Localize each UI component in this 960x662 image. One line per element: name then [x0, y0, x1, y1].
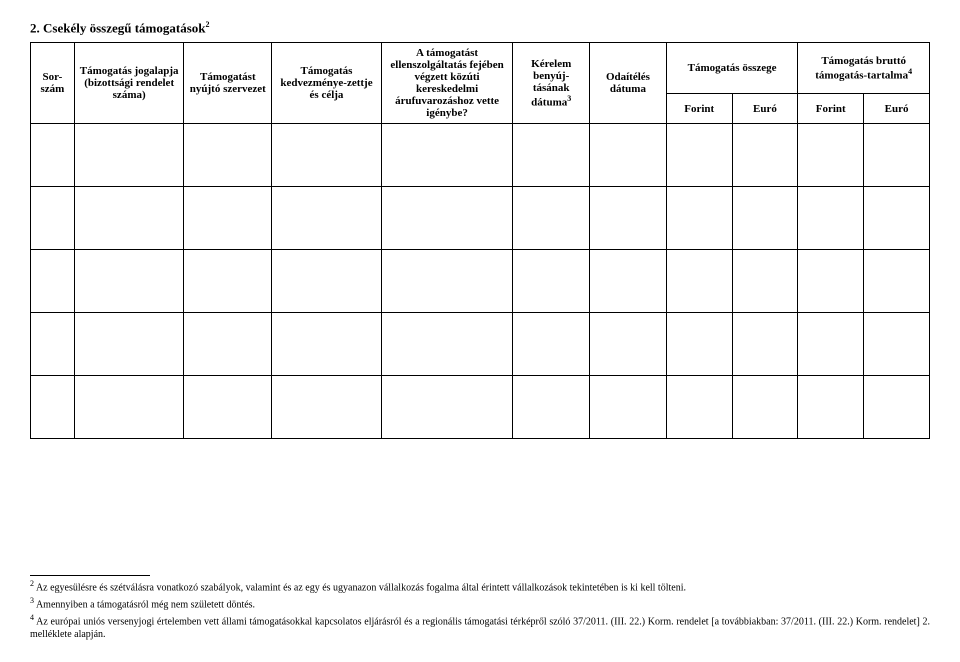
table-cell	[74, 187, 184, 250]
col-tamogatas-osszege: Támogatás összege	[666, 43, 798, 94]
table-cell	[732, 313, 798, 376]
table-cell	[513, 376, 590, 439]
table-cell	[590, 376, 667, 439]
col-kedvezmenyezett: Támogatás kedvezménye-zettje és célja	[272, 43, 382, 124]
table-cell	[272, 250, 382, 313]
table-cell	[381, 187, 513, 250]
table-cell	[732, 124, 798, 187]
table-cell	[513, 313, 590, 376]
col-sorszam: Sor-szám	[31, 43, 75, 124]
table-cell	[798, 124, 864, 187]
table-cell	[864, 250, 930, 313]
page: 2. Csekély összegű támogatások2 Sor-szám…	[0, 0, 960, 662]
table-cell	[864, 187, 930, 250]
table-cell	[732, 376, 798, 439]
footnote-2: 2 Az egyesülésre és szétválásra vonatkoz…	[30, 579, 930, 595]
table-cell	[184, 124, 272, 187]
table-cell	[798, 187, 864, 250]
table-cell	[513, 187, 590, 250]
table-cell	[31, 313, 75, 376]
sub-forint-1: Forint	[666, 94, 732, 124]
table-cell	[666, 250, 732, 313]
col-odaiteles: Odaítélés dátuma	[590, 43, 667, 124]
col-szervezet: Támogatást nyújtó szervezet	[184, 43, 272, 124]
table-row	[31, 313, 930, 376]
table-cell	[31, 187, 75, 250]
title-sup: 2	[206, 20, 210, 29]
table-header: Sor-szám Támogatás jogalapja (bizottsági…	[31, 43, 930, 124]
col-brutto-sup: 4	[908, 67, 912, 76]
table-cell	[590, 313, 667, 376]
footnote-3-text: Amennyiben a támogatásról még nem szület…	[34, 599, 255, 610]
table-cell	[272, 376, 382, 439]
table-cell	[590, 250, 667, 313]
table-cell	[31, 124, 75, 187]
table-cell	[798, 313, 864, 376]
table-cell	[513, 250, 590, 313]
footnote-rule	[30, 575, 150, 576]
section-title: 2. Csekély összegű támogatások2	[30, 20, 930, 36]
col-kerelem-text: Kérelem benyúj-tásának dátuma	[531, 58, 571, 109]
table-row	[31, 124, 930, 187]
table-cell	[732, 187, 798, 250]
table-cell	[864, 313, 930, 376]
title-text: 2. Csekély összegű támogatások	[30, 20, 206, 35]
table-cell	[513, 124, 590, 187]
table-cell	[864, 124, 930, 187]
footnote-2-text: Az egyesülésre és szétválásra vonatkozó …	[34, 582, 686, 593]
table-cell	[272, 187, 382, 250]
table-cell	[666, 376, 732, 439]
table-row	[31, 250, 930, 313]
table-cell	[184, 250, 272, 313]
table-cell	[590, 124, 667, 187]
col-kerelem-datuma: Kérelem benyúj-tásának dátuma3	[513, 43, 590, 124]
table-cell	[798, 250, 864, 313]
table-cell	[184, 187, 272, 250]
col-brutto-text: Támogatás bruttó támogatás-tartalma	[815, 55, 908, 82]
table-cell	[798, 376, 864, 439]
footnote-4-text: Az európai uniós versenyjogi értelemben …	[30, 616, 930, 640]
table-row	[31, 376, 930, 439]
table-cell	[74, 376, 184, 439]
footnote-3: 3 Amennyiben a támogatásról még nem szül…	[30, 596, 930, 612]
col-jogalap: Támogatás jogalapja (bizottsági rendelet…	[74, 43, 184, 124]
table-cell	[184, 376, 272, 439]
col-brutto-tartalma: Támogatás bruttó támogatás-tartalma4	[798, 43, 930, 94]
sub-euro-1: Euró	[732, 94, 798, 124]
table-cell	[31, 376, 75, 439]
table-cell	[381, 124, 513, 187]
table-cell	[381, 313, 513, 376]
table-cell	[666, 124, 732, 187]
table-cell	[732, 250, 798, 313]
table-cell	[381, 250, 513, 313]
table-cell	[74, 313, 184, 376]
table-cell	[74, 250, 184, 313]
table-cell	[590, 187, 667, 250]
table-cell	[272, 313, 382, 376]
sub-euro-2: Euró	[864, 94, 930, 124]
table-cell	[272, 124, 382, 187]
footnotes: 2 Az egyesülésre és szétválásra vonatkoz…	[30, 575, 930, 642]
table-row	[31, 187, 930, 250]
sub-forint-2: Forint	[798, 94, 864, 124]
col-kerelem-sup: 3	[567, 94, 571, 103]
table-cell	[666, 187, 732, 250]
support-table: Sor-szám Támogatás jogalapja (bizottsági…	[30, 42, 930, 439]
footnote-4: 4 Az európai uniós versenyjogi értelembe…	[30, 613, 930, 641]
table-cell	[381, 376, 513, 439]
table-cell	[74, 124, 184, 187]
table-cell	[864, 376, 930, 439]
col-arufuvarozas: A támogatást ellenszolgáltatás fejében v…	[381, 43, 513, 124]
table-cell	[31, 250, 75, 313]
table-cell	[666, 313, 732, 376]
table-cell	[184, 313, 272, 376]
table-body	[31, 124, 930, 439]
